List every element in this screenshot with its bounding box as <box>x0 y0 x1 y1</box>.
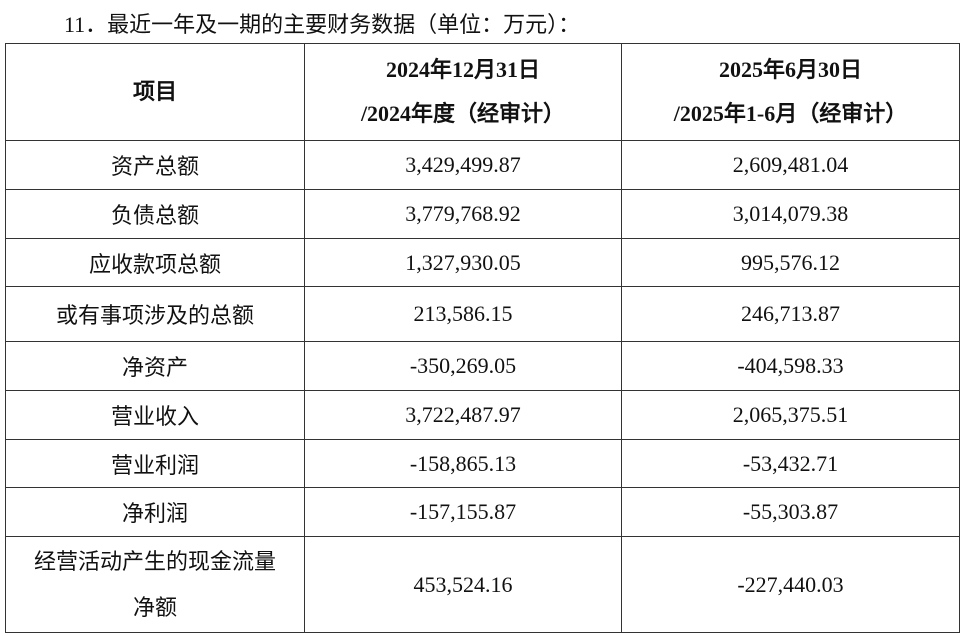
row-value-2024: 3,779,768.92 <box>304 189 622 239</box>
header-2025-line1: 2025年6月30日 <box>718 57 862 82</box>
row-item: 营业收入 <box>5 390 305 440</box>
header-2024-line1: 2024年12月31日 <box>385 57 540 82</box>
table-row: 或有事项涉及的总额 213,586.15 246,713.87 <box>5 286 960 342</box>
header-2024: 2024年12月31日/2024年度（经审计） <box>304 43 622 141</box>
row-value-2025: 246,713.87 <box>621 286 960 342</box>
row-value-2024: -350,269.05 <box>304 341 622 391</box>
row-value-2025: -53,432.71 <box>621 439 960 488</box>
table-row: 应收款项总额 1,327,930.05 995,576.12 <box>5 238 960 287</box>
row-item: 资产总额 <box>5 140 305 190</box>
row-item: 负债总额 <box>5 189 305 239</box>
row-item: 营业利润 <box>5 439 305 488</box>
row-value-2024: -157,155.87 <box>304 487 622 537</box>
header-item: 项目 <box>5 43 305 141</box>
table-row: 净资产 -350,269.05 -404,598.33 <box>5 341 960 391</box>
row-item: 净资产 <box>5 341 305 391</box>
row-item: 应收款项总额 <box>5 238 305 287</box>
table-row: 净利润 -157,155.87 -55,303.87 <box>5 487 960 537</box>
row-value-2025: -55,303.87 <box>621 487 960 537</box>
row-value-2024: 453,524.16 <box>304 536 622 633</box>
header-2025: 2025年6月30日/2025年1-6月（经审计） <box>621 43 960 141</box>
row-item: 净利润 <box>5 487 305 537</box>
row-value-2025: -227,440.03 <box>621 536 960 633</box>
row-item: 或有事项涉及的总额 <box>5 286 305 342</box>
row-value-2024: -158,865.13 <box>304 439 622 488</box>
header-row: 项目 2024年12月31日/2024年度（经审计） 2025年6月30日/20… <box>5 43 960 141</box>
header-2024-line2: /2024年度（经审计） <box>360 101 566 126</box>
table-row: 营业利润 -158,865.13 -53,432.71 <box>5 439 960 488</box>
row-value-2024: 3,722,487.97 <box>304 390 622 440</box>
row-value-2024: 1,327,930.05 <box>304 238 622 287</box>
section-title: 11．最近一年及一期的主要财务数据（单位：万元）： <box>64 12 581 37</box>
financial-data-table: 项目 2024年12月31日/2024年度（经审计） 2025年6月30日/20… <box>5 43 960 633</box>
row-value-2024: 213,586.15 <box>304 286 622 342</box>
row-value-2025: -404,598.33 <box>621 341 960 391</box>
table-row: 负债总额 3,779,768.92 3,014,079.38 <box>5 189 960 239</box>
table-row: 营业收入 3,722,487.97 2,065,375.51 <box>5 390 960 440</box>
row-item: 经营活动产生的现金流量净额 <box>5 536 305 633</box>
table-row: 经营活动产生的现金流量净额 453,524.16 -227,440.03 <box>5 536 960 633</box>
row-value-2025: 2,065,375.51 <box>621 390 960 440</box>
row-value-2025: 3,014,079.38 <box>621 189 960 239</box>
row-value-2025: 2,609,481.04 <box>621 140 960 190</box>
table-row: 资产总额 3,429,499.87 2,609,481.04 <box>5 140 960 190</box>
header-2025-line2: /2025年1-6月（经审计） <box>673 101 908 126</box>
row-value-2024: 3,429,499.87 <box>304 140 622 190</box>
row-value-2025: 995,576.12 <box>621 238 960 287</box>
